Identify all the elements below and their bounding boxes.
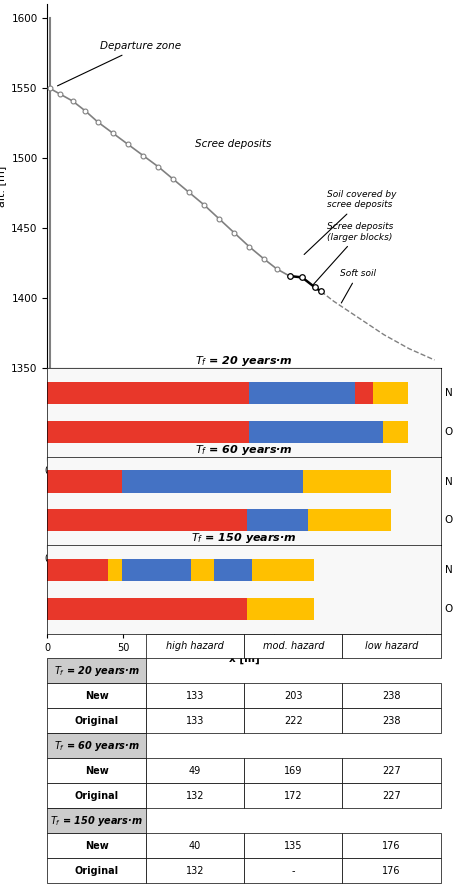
Bar	[47, 559, 108, 581]
Bar	[47, 421, 249, 443]
Text: O: O	[445, 427, 453, 437]
X-axis label: x [m]: x [m]	[228, 393, 261, 404]
Bar	[214, 559, 252, 581]
Title: $\mathit{T_f}$ = 20 years·m: $\mathit{T_f}$ = 20 years·m	[195, 354, 293, 368]
Bar	[355, 382, 373, 404]
Text: N: N	[445, 388, 453, 398]
Bar	[191, 559, 214, 581]
Y-axis label: alt. [m]: alt. [m]	[0, 166, 6, 207]
Bar	[303, 470, 391, 492]
Text: N: N	[445, 565, 453, 575]
Bar	[47, 509, 247, 532]
X-axis label: x [m]: x [m]	[229, 566, 259, 576]
Bar	[108, 559, 121, 581]
Title: $\mathit{T_f}$ = 60 years·m: $\mathit{T_f}$ = 60 years·m	[195, 442, 293, 457]
Bar	[373, 382, 408, 404]
Text: N: N	[445, 476, 453, 486]
X-axis label: x [m]: x [m]	[229, 654, 259, 665]
X-axis label: x [m]: x [m]	[229, 477, 259, 487]
Text: Scree deposits: Scree deposits	[195, 139, 271, 149]
Bar	[47, 382, 249, 404]
Text: O: O	[445, 516, 453, 525]
Text: Scree deposits
(larger blocks): Scree deposits (larger blocks)	[313, 222, 394, 285]
Bar	[252, 559, 314, 581]
Title: $\mathit{T_f}$ = 150 years·m: $\mathit{T_f}$ = 150 years·m	[191, 531, 297, 545]
Bar	[47, 470, 121, 492]
Bar	[308, 509, 391, 532]
Text: Soil covered by
scree deposits: Soil covered by scree deposits	[304, 190, 397, 254]
Bar	[121, 559, 191, 581]
Text: Departure zone: Departure zone	[57, 41, 182, 86]
Bar	[383, 421, 408, 443]
Bar	[249, 382, 355, 404]
Bar	[121, 470, 303, 492]
Text: O: O	[445, 604, 453, 614]
Bar	[249, 421, 383, 443]
Bar	[247, 509, 308, 532]
Text: Soft soil: Soft soil	[340, 269, 376, 303]
Bar	[47, 598, 247, 620]
Bar	[247, 598, 314, 620]
